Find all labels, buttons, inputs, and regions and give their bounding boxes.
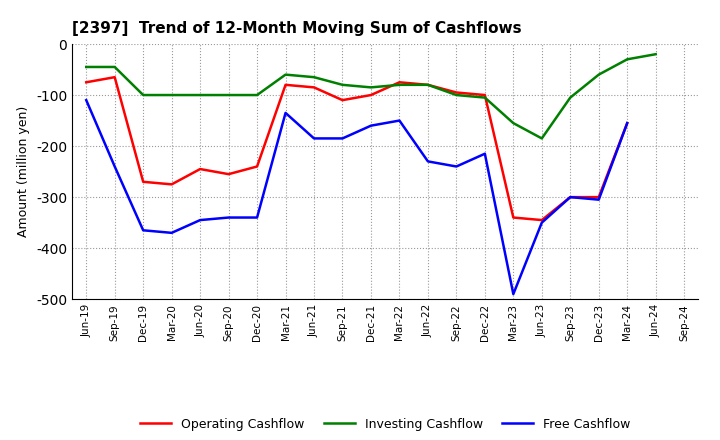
Free Cashflow	[395, 118, 404, 123]
Operating Cashflow	[139, 179, 148, 184]
Investing Cashflow	[253, 92, 261, 98]
Free Cashflow	[167, 230, 176, 235]
Investing Cashflow	[139, 92, 148, 98]
Free Cashflow	[623, 121, 631, 126]
Y-axis label: Amount (million yen): Amount (million yen)	[17, 106, 30, 237]
Investing Cashflow	[395, 82, 404, 88]
Investing Cashflow	[623, 57, 631, 62]
Operating Cashflow	[623, 121, 631, 126]
Free Cashflow	[366, 123, 375, 128]
Operating Cashflow	[225, 172, 233, 177]
Investing Cashflow	[196, 92, 204, 98]
Free Cashflow	[452, 164, 461, 169]
Operating Cashflow	[196, 166, 204, 172]
Operating Cashflow	[82, 80, 91, 85]
Operating Cashflow	[480, 92, 489, 98]
Operating Cashflow	[310, 85, 318, 90]
Operating Cashflow	[423, 82, 432, 88]
Investing Cashflow	[366, 85, 375, 90]
Free Cashflow	[310, 136, 318, 141]
Legend: Operating Cashflow, Investing Cashflow, Free Cashflow: Operating Cashflow, Investing Cashflow, …	[135, 413, 635, 436]
Free Cashflow	[225, 215, 233, 220]
Free Cashflow	[82, 98, 91, 103]
Free Cashflow	[139, 227, 148, 233]
Investing Cashflow	[509, 121, 518, 126]
Free Cashflow	[253, 215, 261, 220]
Operating Cashflow	[452, 90, 461, 95]
Investing Cashflow	[566, 95, 575, 100]
Operating Cashflow	[566, 194, 575, 200]
Free Cashflow	[537, 220, 546, 225]
Text: [2397]  Trend of 12-Month Moving Sum of Cashflows: [2397] Trend of 12-Month Moving Sum of C…	[72, 21, 521, 36]
Free Cashflow	[509, 291, 518, 297]
Investing Cashflow	[652, 51, 660, 57]
Line: Free Cashflow: Free Cashflow	[86, 100, 627, 294]
Operating Cashflow	[509, 215, 518, 220]
Operating Cashflow	[282, 82, 290, 88]
Operating Cashflow	[110, 74, 119, 80]
Free Cashflow	[282, 110, 290, 116]
Investing Cashflow	[595, 72, 603, 77]
Investing Cashflow	[338, 82, 347, 88]
Investing Cashflow	[452, 92, 461, 98]
Free Cashflow	[110, 164, 119, 169]
Free Cashflow	[595, 197, 603, 202]
Investing Cashflow	[225, 92, 233, 98]
Operating Cashflow	[595, 194, 603, 200]
Investing Cashflow	[537, 136, 546, 141]
Investing Cashflow	[167, 92, 176, 98]
Investing Cashflow	[82, 64, 91, 70]
Operating Cashflow	[537, 217, 546, 223]
Operating Cashflow	[366, 92, 375, 98]
Operating Cashflow	[253, 164, 261, 169]
Line: Operating Cashflow: Operating Cashflow	[86, 77, 627, 220]
Investing Cashflow	[310, 74, 318, 80]
Investing Cashflow	[282, 72, 290, 77]
Operating Cashflow	[395, 80, 404, 85]
Line: Investing Cashflow: Investing Cashflow	[86, 54, 656, 139]
Free Cashflow	[196, 217, 204, 223]
Free Cashflow	[338, 136, 347, 141]
Operating Cashflow	[167, 182, 176, 187]
Investing Cashflow	[110, 64, 119, 70]
Free Cashflow	[480, 151, 489, 156]
Investing Cashflow	[480, 95, 489, 100]
Operating Cashflow	[338, 98, 347, 103]
Free Cashflow	[566, 194, 575, 200]
Investing Cashflow	[423, 82, 432, 88]
Free Cashflow	[423, 159, 432, 164]
